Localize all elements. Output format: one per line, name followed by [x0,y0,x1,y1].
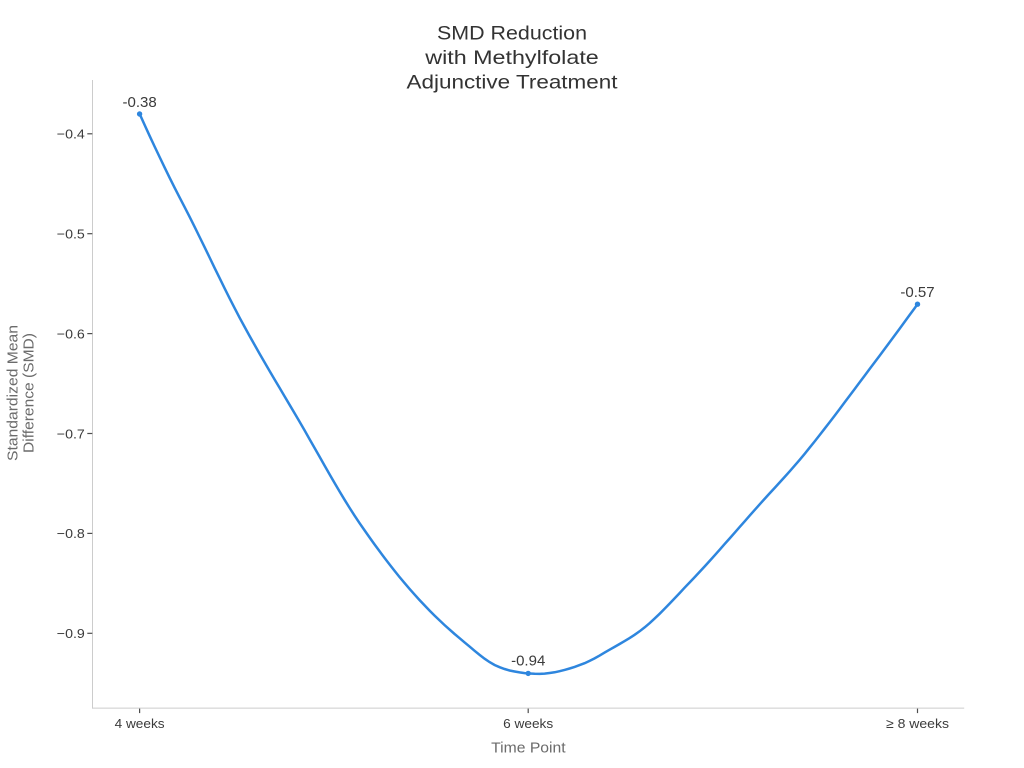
svg-text:−0.9: −0.9 [57,626,85,641]
svg-text:Adjunctive Treatment: Adjunctive Treatment [407,72,619,94]
svg-text:−0.7: −0.7 [57,426,85,441]
svg-text:−0.6: −0.6 [57,326,85,341]
svg-text:-0.38: -0.38 [122,94,156,111]
svg-text:-0.57: -0.57 [900,284,934,301]
svg-text:Standardized Mean: Standardized Mean [5,325,22,461]
svg-text:−0.5: −0.5 [57,227,85,242]
svg-text:−0.8: −0.8 [57,526,85,541]
svg-text:with Methylfolate: with Methylfolate [424,47,599,69]
svg-text:6 weeks: 6 weeks [503,716,553,731]
svg-text:Difference (SMD): Difference (SMD) [21,333,38,453]
svg-text:-0.94: -0.94 [511,653,545,670]
svg-text:Time Point: Time Point [491,740,566,757]
svg-text:≥ 8 weeks: ≥ 8 weeks [886,716,949,731]
svg-text:4 weeks: 4 weeks [115,716,165,731]
svg-text:SMD Reduction: SMD Reduction [437,23,587,45]
svg-text:−0.4: −0.4 [57,127,85,142]
